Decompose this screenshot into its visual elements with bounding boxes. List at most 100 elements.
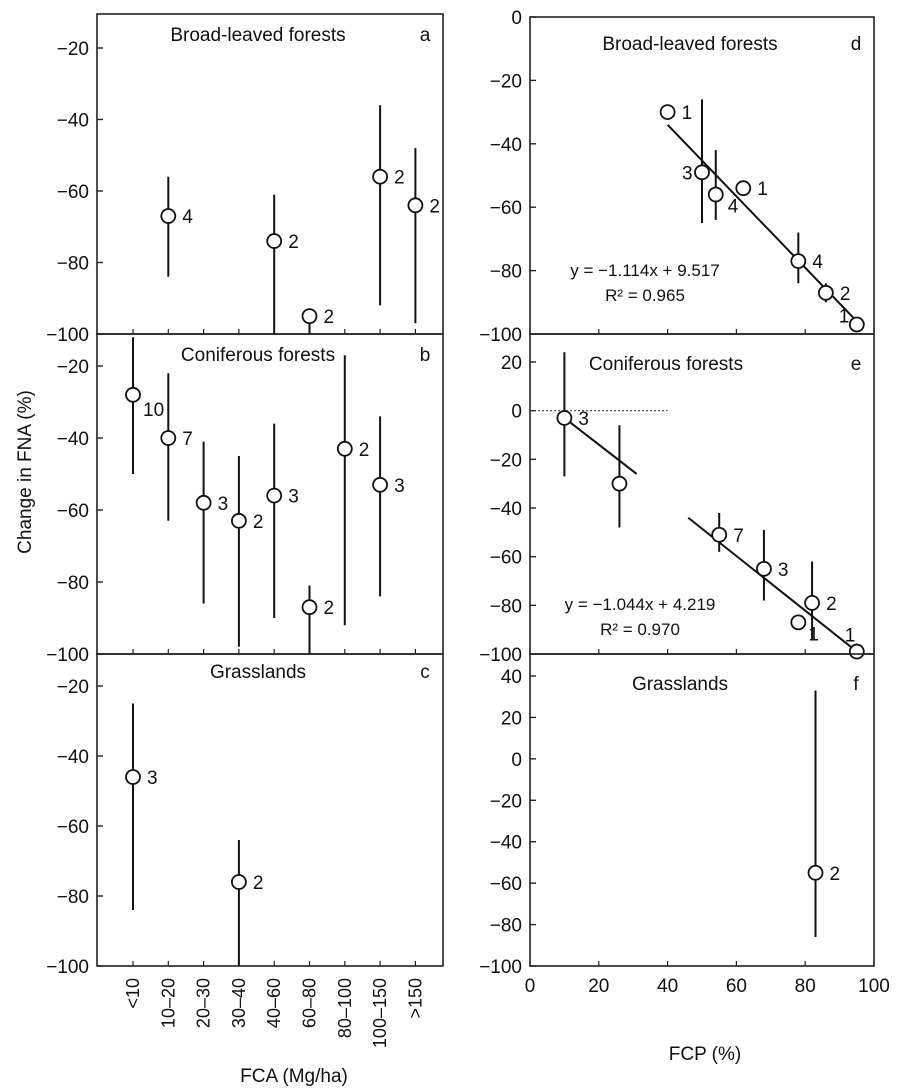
x-axis-label-right: FCP (%)	[669, 1044, 741, 1065]
y-tick-label: −80	[490, 916, 522, 937]
data-point	[160, 430, 177, 446]
panel-frame	[529, 653, 875, 967]
data-point	[848, 643, 865, 660]
data-point	[230, 874, 247, 890]
data-point	[804, 595, 820, 611]
y-tick-label: −20	[490, 450, 522, 471]
y-tick-label: −40	[57, 429, 89, 450]
x-tick-label: 10–20	[158, 978, 178, 1028]
y-tick-label: −80	[57, 254, 89, 275]
point-count-label: 2	[324, 598, 335, 619]
point-count-label: 2	[359, 440, 370, 461]
data-point	[817, 284, 834, 301]
point-count-label: 4	[728, 197, 739, 218]
x-tick-label: 40–60	[264, 978, 284, 1028]
x-tick-label: 100	[858, 976, 890, 997]
point-count-label: 10	[143, 400, 164, 421]
x-tick-label: 80–100	[335, 978, 355, 1038]
point-count-label: 3	[394, 476, 405, 497]
point-count-label: 1	[682, 103, 693, 124]
data-point	[711, 526, 728, 543]
point-count-label: 4	[812, 252, 823, 273]
y-tick-label: −100	[46, 325, 89, 346]
panel-d: 0 −20 −40 −60 −80 −100 Broad-leaved forests d y …	[479, 8, 875, 346]
point-count-label: 7	[182, 429, 193, 450]
panel-title: Broad-leaved forests	[170, 25, 345, 46]
data-point	[659, 104, 676, 120]
panel-letter: c	[420, 662, 430, 683]
data-point	[790, 614, 807, 631]
data-point	[195, 494, 212, 511]
panel-c: −20 −40 −60 −80 −100 <10 10–20 20–30 30–40 40–60 6…	[46, 653, 444, 1048]
point-count-label: 3	[218, 494, 229, 515]
fit-r2: R² = 0.970	[600, 620, 680, 639]
x-tick-label: 20	[588, 976, 609, 997]
point-count-label: 3	[288, 487, 299, 508]
data-point	[848, 316, 865, 333]
data-point	[301, 599, 318, 616]
point-count-label: 2	[288, 232, 299, 253]
y-tick-label: −20	[57, 357, 89, 378]
data-point	[756, 560, 772, 577]
y-tick-label: −80	[57, 887, 89, 908]
data-point	[230, 512, 247, 529]
data-point	[807, 864, 824, 881]
point-count-label: 1	[757, 179, 768, 200]
data-point	[160, 208, 177, 224]
data-point	[790, 253, 807, 269]
y-tick-label: −40	[57, 747, 89, 768]
y-tick-label: 0	[511, 8, 522, 29]
data-point	[694, 164, 710, 181]
y-tick-label: 20	[501, 708, 522, 729]
panel-letter: b	[420, 345, 431, 366]
point-count-label: 3	[147, 768, 158, 789]
data-point	[407, 197, 424, 214]
point-count-label: 7	[733, 526, 744, 547]
panel-frame	[96, 13, 444, 335]
point-count-label: 1	[808, 624, 819, 645]
y-tick-label: −60	[57, 817, 89, 838]
y-tick-label: 20	[501, 353, 522, 374]
panel-e: 20 0 −20 −40 −60 −80 −100 Coniferous forests e y …	[479, 333, 875, 666]
panel-title: Coniferous forests	[589, 354, 743, 375]
data-point	[372, 168, 389, 185]
data-point	[735, 180, 752, 197]
y-tick-label: −40	[490, 499, 522, 520]
data-point	[556, 410, 573, 426]
y-tick-label: −40	[490, 833, 522, 854]
y-tick-label: −60	[490, 874, 522, 895]
y-tick-label: −20	[57, 39, 89, 60]
fit-equation: y = −1.044x + 4.219	[565, 595, 716, 614]
data-point	[266, 233, 283, 249]
panel-letter: a	[420, 25, 431, 46]
data-point	[611, 475, 628, 492]
point-count-label: 1	[845, 626, 856, 647]
x-tick-label: 30–40	[229, 978, 249, 1028]
y-tick-label: −40	[490, 135, 522, 156]
y-tick-label: −100	[46, 645, 89, 666]
fit-r2: R² = 0.965	[605, 286, 685, 305]
y-tick-label: −40	[57, 111, 89, 132]
x-tick-label: 40	[657, 976, 678, 997]
y-tick-label: −100	[479, 325, 522, 346]
y-tick-label: −60	[490, 548, 522, 569]
point-count-label: 2	[830, 864, 841, 885]
panel-title: Broad-leaved forests	[602, 34, 777, 55]
point-count-label: 2	[840, 284, 851, 305]
point-count-label: 4	[182, 207, 193, 228]
data-point	[336, 440, 353, 457]
y-axis-label: Change in FNA (%)	[15, 390, 36, 554]
point-count-label: 2	[826, 594, 837, 615]
x-axis-label-left: FCA (Mg/ha)	[240, 1066, 348, 1087]
point-count-label: 2	[253, 512, 264, 533]
point-count-label: 3	[578, 409, 589, 430]
point-count-label: 3	[682, 163, 693, 184]
x-tick-label: 20–30	[194, 978, 214, 1028]
point-count-label: 1	[839, 306, 850, 327]
y-tick-label: 0	[511, 750, 522, 771]
y-tick-label: −80	[490, 262, 522, 283]
data-point	[125, 769, 141, 785]
